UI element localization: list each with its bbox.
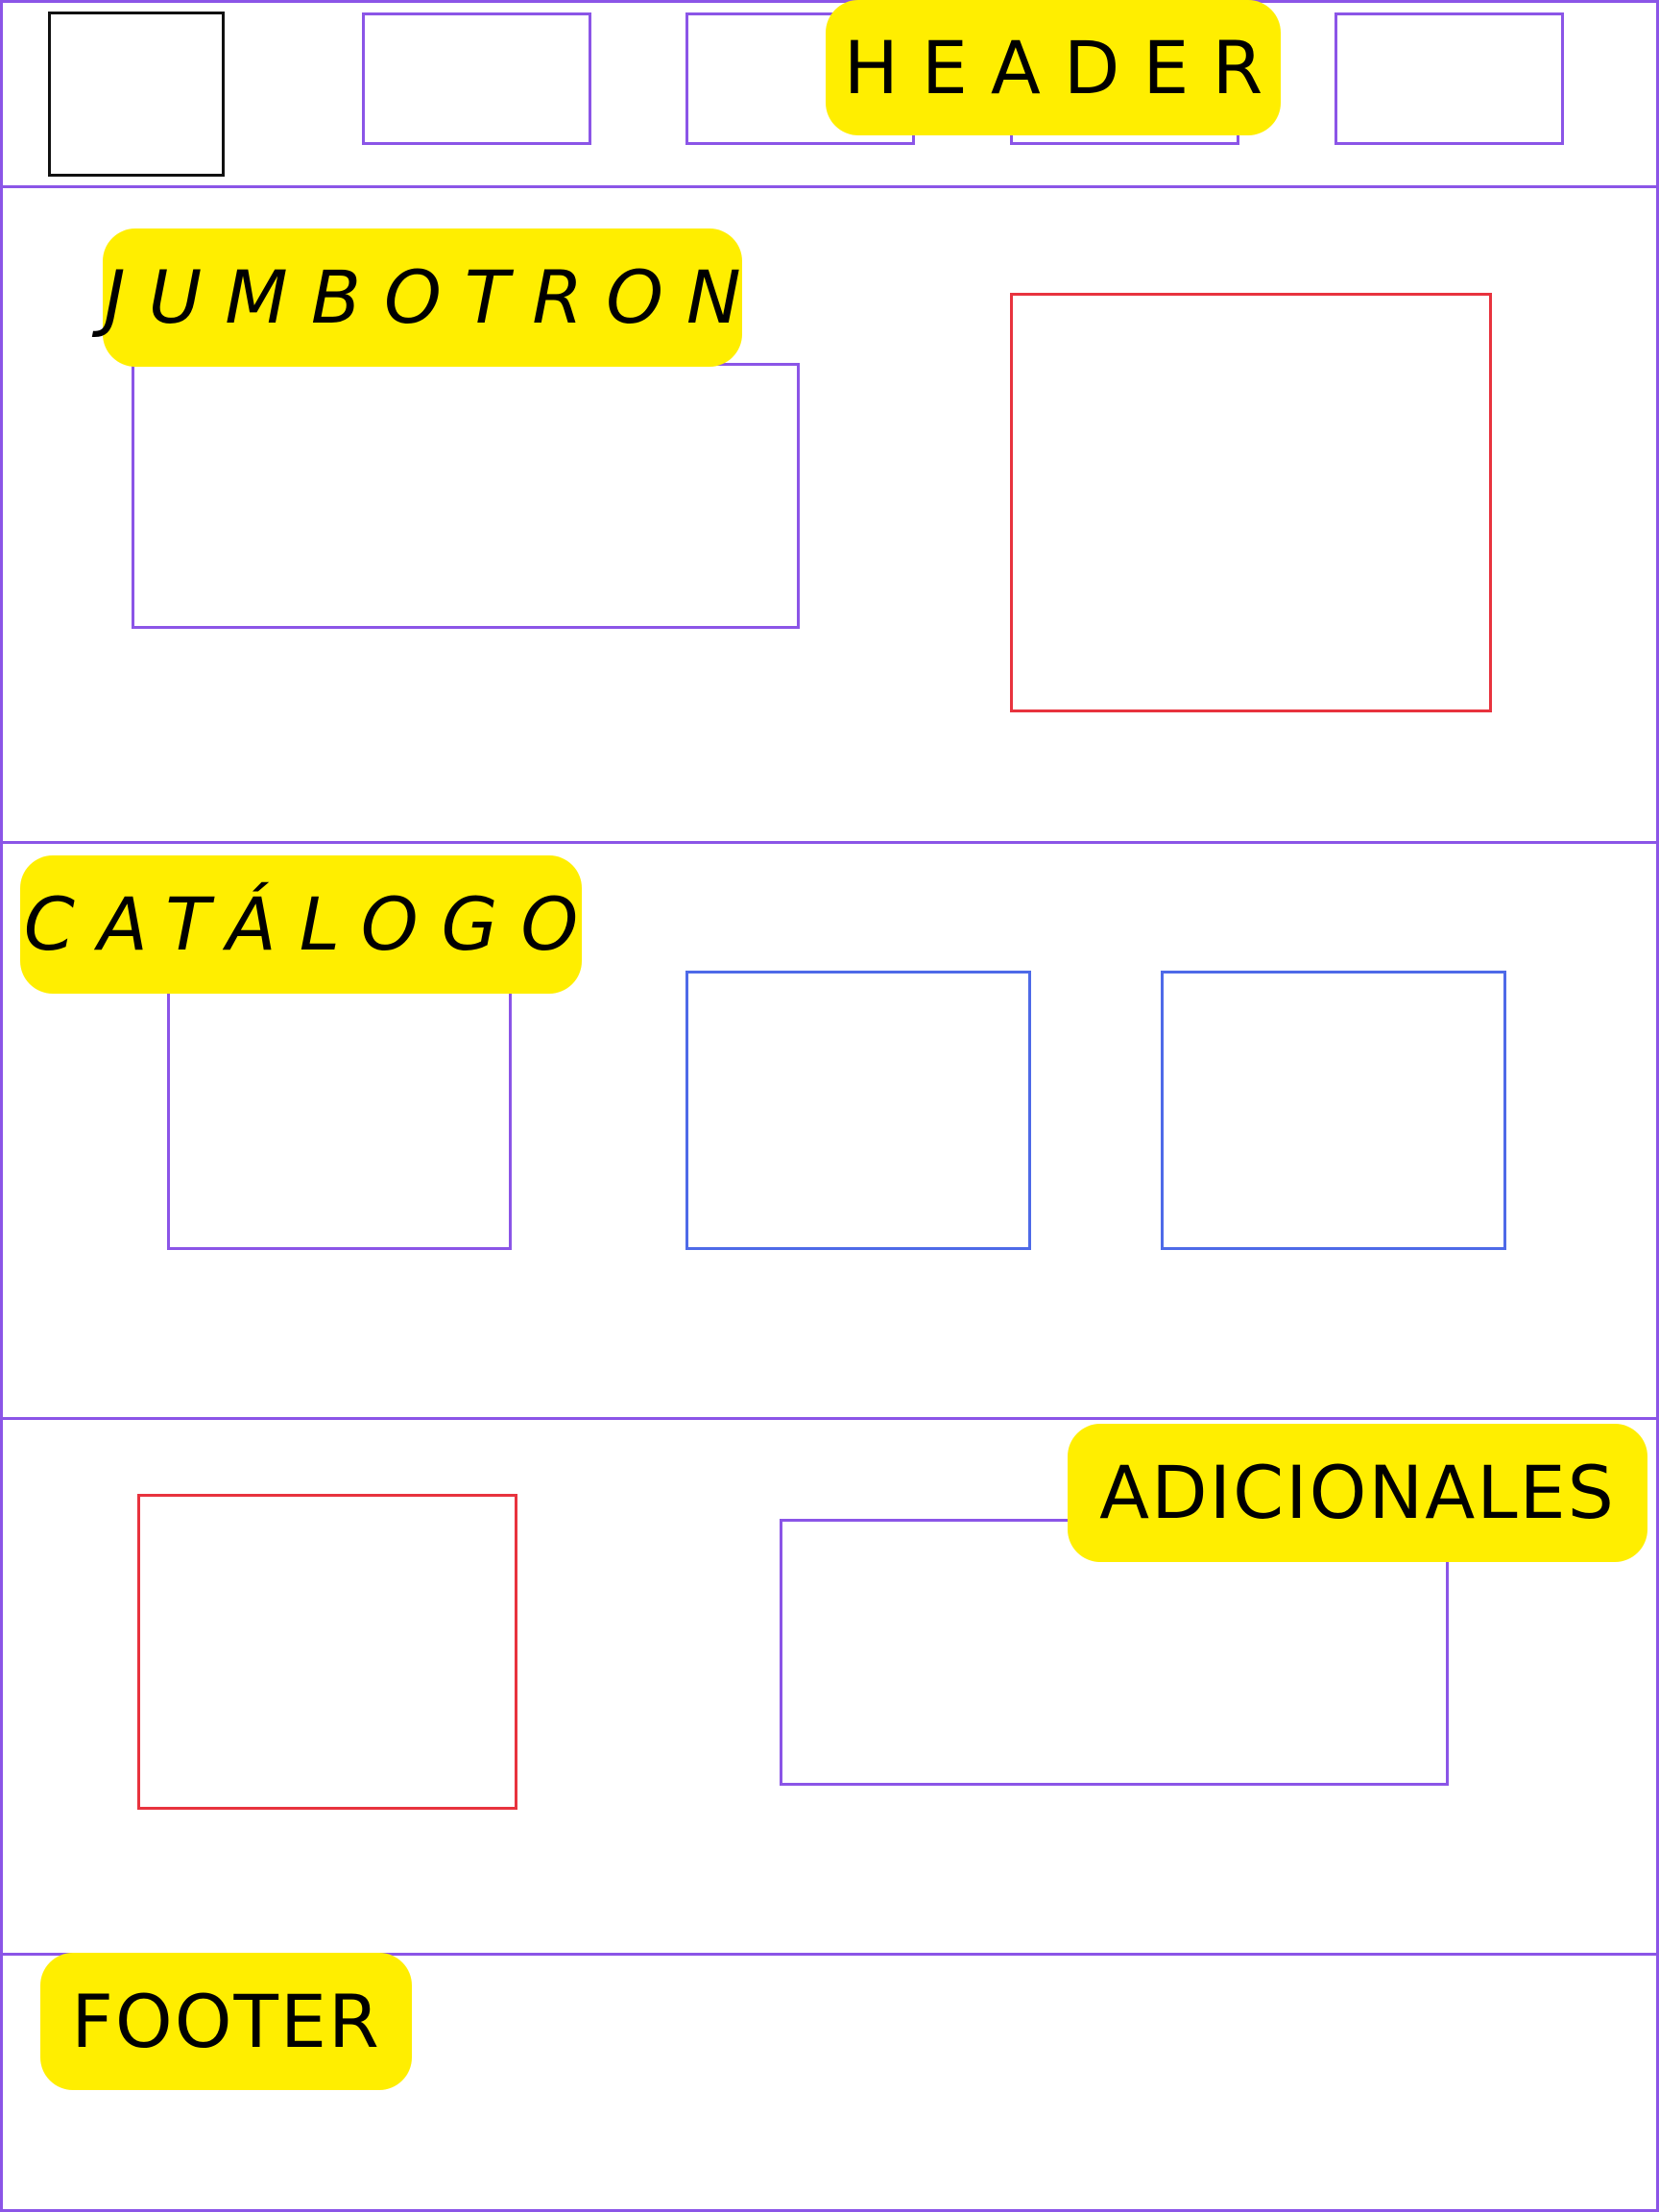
nav-item-placeholder-4 xyxy=(1334,12,1564,145)
header-divider xyxy=(0,185,1659,188)
header-label: HEADER xyxy=(826,0,1281,135)
catalog-card-placeholder-2 xyxy=(685,971,1031,1250)
catalog-label: CATÁLOGO xyxy=(20,855,582,994)
nav-item-placeholder-1 xyxy=(362,12,591,145)
jumbotron-label: JUMBOTRON xyxy=(103,228,742,367)
jumbotron-divider xyxy=(0,841,1659,844)
footer-label: FOOTER xyxy=(40,1953,412,2090)
additional-label: ADICIONALES xyxy=(1068,1424,1647,1562)
jumbotron-text-placeholder xyxy=(132,363,800,629)
catalog-divider xyxy=(0,1417,1659,1420)
additional-divider xyxy=(0,1953,1659,1956)
catalog-card-placeholder-1 xyxy=(167,970,512,1250)
additional-image-placeholder xyxy=(137,1494,517,1810)
jumbotron-image-placeholder xyxy=(1010,293,1492,712)
catalog-card-placeholder-3 xyxy=(1161,971,1506,1250)
logo-placeholder xyxy=(48,12,225,177)
